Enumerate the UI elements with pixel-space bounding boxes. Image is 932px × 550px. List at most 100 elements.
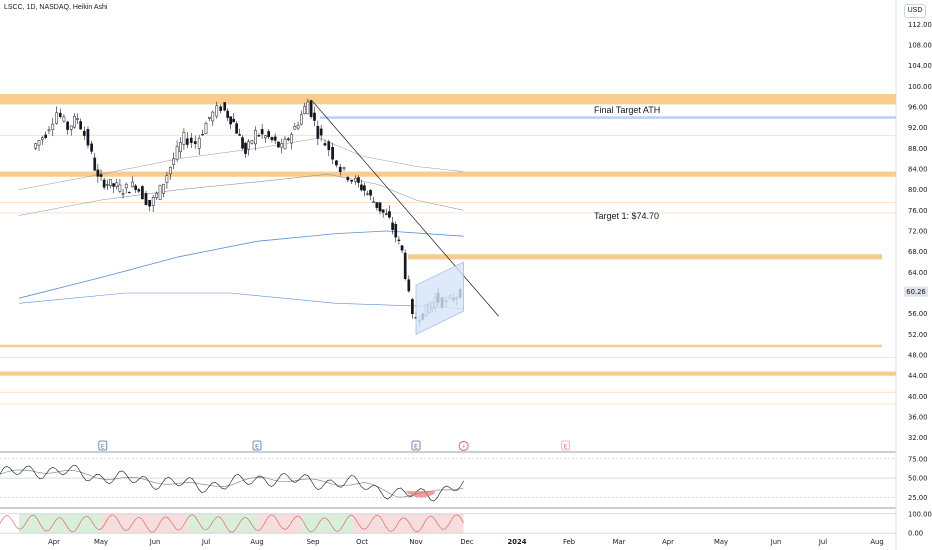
price-axis[interactable]: 112.00 108.00 104.00 100.00 96.00 92.00 88.00 8… [904,21,932,538]
price-tick-label: 72.00 [908,228,927,236]
signal-band [187,513,257,534]
time-tick-label: Dec [460,538,473,546]
candle-down [144,193,148,205]
last-price-label: 60.26 [904,286,928,297]
oscillator-pane-2 [0,513,896,534]
price-tick-label: 64.00 [908,269,927,277]
currency-badge[interactable]: USD [904,4,926,18]
candle-up [250,140,254,144]
candle-up [34,143,38,149]
osc1-tick-label: 25.00 [908,494,927,502]
oversold-fill [405,491,435,498]
earnings-marker: E [98,440,108,451]
price-tick-label: 92.00 [908,124,927,132]
svg-text:E: E [255,442,259,450]
price-zone [408,254,882,260]
candle-down [335,160,338,166]
time-tick-label: Feb [563,538,575,546]
candle-down [338,166,342,173]
candle-down [394,223,398,238]
candle-down [277,141,280,148]
time-tick-label: May [94,538,108,546]
svg-text:E: E [563,442,567,450]
candle-up [121,193,125,195]
dividend-marker: ⚡ [458,441,469,451]
signal-band [352,513,464,534]
price-zones [0,94,896,405]
time-tick-label: Apr [662,538,674,546]
candle-up [37,140,41,146]
candle-down [128,191,131,194]
candle-down [388,211,391,218]
price-tick-label: 76.00 [908,207,927,215]
candle-down [185,138,189,145]
candle-up [342,167,346,169]
candle-up [283,138,287,150]
price-tick-label: 52.00 [908,331,927,339]
candle-down [260,129,264,135]
osc-main-line [0,465,464,502]
time-axis[interactable]: Apr May Jun Jul Aug Sep Oct Nov Dec 2024 Feb Mar Apr… [48,538,884,546]
candle-down [148,199,151,207]
candle-down [384,213,388,215]
svg-text:E: E [414,442,418,450]
price-tick-label: 44.00 [908,372,927,380]
candle-up [254,130,257,145]
price-tick-label: 104.00 [908,62,932,70]
candle-down [369,190,372,196]
price-tick-label: 96.00 [908,104,927,112]
candle-down [378,202,382,212]
candle-up [62,116,66,122]
candle-up [204,123,208,134]
time-tick-label: Jul [818,538,827,546]
earnings-events[interactable]: E E E ⚡ E [98,440,570,451]
candle-down [270,137,274,141]
candle-up [47,129,51,132]
candle-down [141,186,144,200]
candle-down [400,245,404,251]
price-zone [0,94,896,105]
candle-up [131,181,134,187]
candle-up [51,123,55,130]
symbol-header: LSCC, 1D, NASDAQ, Heikin Ashi [4,4,108,11]
candle-down [93,157,97,171]
oscillator-pane-1 [0,458,896,502]
candle-down [403,252,407,279]
candle-down [267,131,271,138]
signal-band [101,513,188,534]
candle-down [241,137,244,149]
candle-down [350,180,354,182]
svg-text:60.26: 60.26 [906,288,925,296]
signal-band [257,513,302,534]
time-tick-label: Nov [409,538,422,546]
candle-up [306,101,310,115]
candle-up [293,126,297,130]
price-tick-label: 84.00 [908,166,927,174]
candle-down [244,142,247,154]
candle-up [179,142,182,153]
candle-up [124,183,128,189]
candle-up [372,201,376,203]
candle-up [201,133,204,136]
price-tick-label: 80.00 [908,186,927,194]
osc2-line [0,514,464,533]
candle-down [411,299,414,314]
moving-average-line [18,230,464,299]
price-zone [0,371,896,376]
time-tick-label: Oct [356,538,368,546]
time-tick-label: Jul [201,538,210,546]
candle-up [354,178,357,182]
osc1-tick-label: 75.00 [908,455,927,463]
candle-down [286,138,290,141]
candle-up [366,193,369,195]
candle-up [299,114,303,125]
candle-down [381,209,385,213]
moving-average-line [18,173,464,216]
signal-band [19,513,101,534]
candle-up [105,184,109,186]
time-tick-label: 2024 [508,538,527,546]
price-zone [0,344,882,348]
price-tick-label: 108.00 [908,42,932,50]
earnings-marker: E [561,440,570,451]
